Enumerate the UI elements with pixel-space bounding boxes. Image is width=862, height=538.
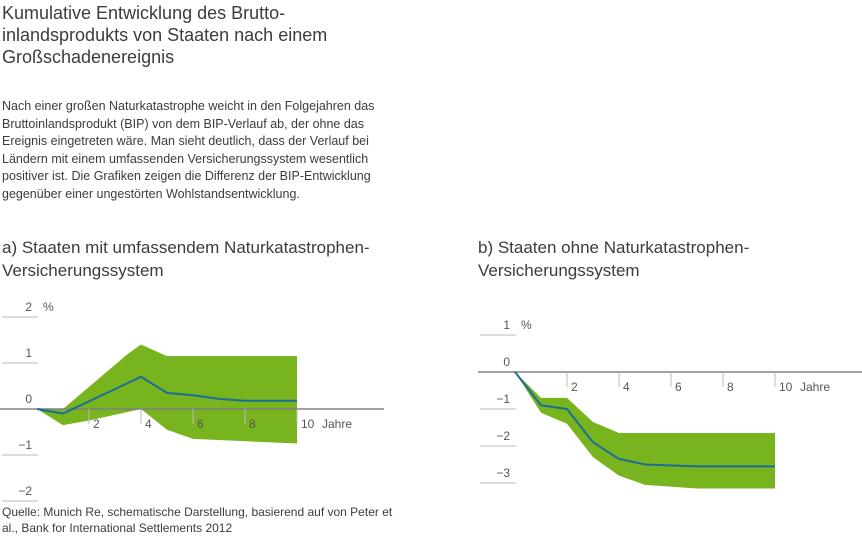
chart-a-xtick-label: 4 xyxy=(145,417,152,431)
chart-b-ytick-label: −2 xyxy=(496,429,510,443)
chart-a-ytick-label: −2 xyxy=(18,484,32,498)
chart-b-title: b) Staaten ohne Naturkatastrophen-Versic… xyxy=(478,238,750,280)
chart-b-xtick-label: 4 xyxy=(623,380,630,394)
chart-b-ytick-label: −3 xyxy=(496,466,510,480)
chart-a-xtick-label: 10 xyxy=(301,417,315,431)
chart-a-ytick-label: 2 xyxy=(25,300,32,314)
chart-b-ylabel: % xyxy=(521,318,532,332)
page-title: Kumulative Entwicklung des Brutto-inland… xyxy=(2,3,328,67)
chart-b-xtick-label: 2 xyxy=(571,380,578,394)
chart-b-ytick-label: 0 xyxy=(503,355,510,369)
chart-a-title: a) Staaten mit umfassendem Naturkatastro… xyxy=(2,238,370,280)
description: Nach einer großen Naturkatastrophe weich… xyxy=(2,99,375,201)
chart-a-band xyxy=(37,344,297,444)
chart-b-xtick-label: 8 xyxy=(727,380,734,394)
chart-a-xlabel: Jahre xyxy=(322,417,352,431)
source-note: Quelle: Munich Re, schematische Darstell… xyxy=(2,505,393,535)
chart-b-mean-line xyxy=(514,371,775,468)
chart-b-ytick-label: 1 xyxy=(503,318,510,332)
chart-b-band xyxy=(515,372,775,489)
chart-a-ylabel: % xyxy=(43,300,54,314)
chart-a-ytick-label: −1 xyxy=(18,438,32,452)
chart-a-xtick-label: 6 xyxy=(197,417,204,431)
chart-a-ytick-label: 0 xyxy=(25,392,32,406)
chart-b-xtick-label: 10 xyxy=(779,380,793,394)
chart-b-ytick-label: −1 xyxy=(496,392,510,406)
chart-b-xlabel: Jahre xyxy=(800,380,830,394)
chart-a-ytick-label: 1 xyxy=(25,346,32,360)
chart-a-mean-line xyxy=(36,375,297,415)
chart-a-xtick-label: 8 xyxy=(249,417,256,431)
chart-a-xtick-label: 2 xyxy=(93,417,100,431)
chart-b-xtick-label: 6 xyxy=(675,380,682,394)
